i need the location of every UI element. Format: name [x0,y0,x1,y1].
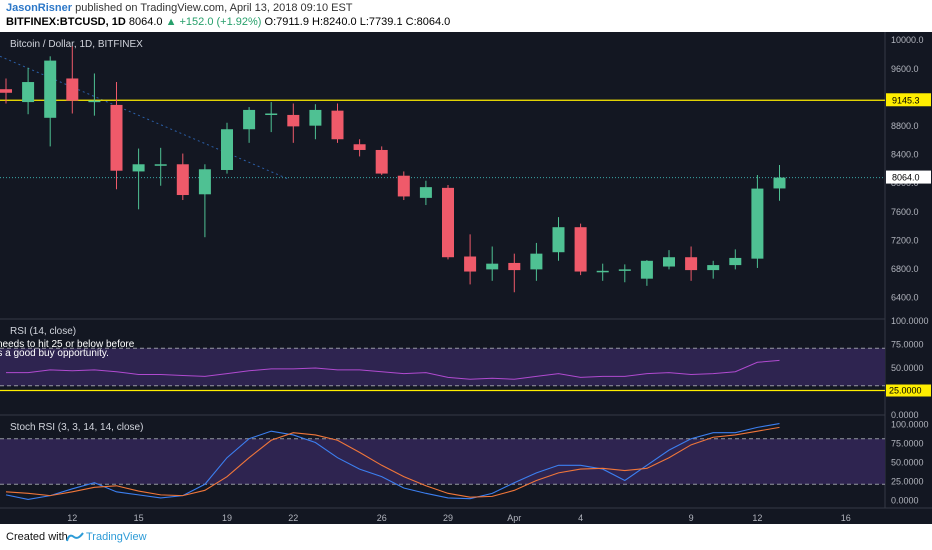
last-price: 8064.0 [128,16,163,28]
rsi-tick-label: 50.0000 [891,363,924,373]
symbol-label: BITFINEX:BTCUSD, 1D [6,16,126,28]
tradingview-brand[interactable]: TradingView [86,531,147,543]
last-price-badge [886,170,931,184]
candle-body [265,113,278,116]
candle-body [751,188,764,259]
candle-body [154,164,167,166]
candle-body [618,269,631,271]
footer: Created with TradingView [0,524,932,550]
price-axis-strip [885,32,932,524]
last-price-axis-label: 8064.0 [892,173,920,183]
price-tick-label: 10000.0 [891,35,924,45]
published-text: published on TradingView.com, April 13, … [75,2,353,14]
candle-body [309,109,322,126]
low-value: L:7739.1 [359,16,403,28]
candle-body [198,169,211,195]
candle-body [530,253,543,270]
rsi-line [6,359,780,380]
chart-header: JasonRisner published on TradingView.com… [0,0,932,32]
price-tick-label: 7200.0 [891,235,919,245]
open-value: O:7911.9 [264,16,309,28]
candle-body [0,89,12,93]
candle-body [464,256,477,272]
candle-body [508,262,521,271]
close-value: C:8064.0 [405,16,451,28]
created-with-text: Created with [6,531,68,543]
candle-body [110,104,123,171]
rsi-tick-label: 100.0000 [891,316,929,326]
rsi-pane-title: RSI (14, close) [10,326,76,337]
rsi-band [0,348,885,386]
candle-body [663,257,675,267]
rsi-level-label: 25.0000 [889,386,922,396]
resistance-price-label: 9145.3 [892,95,920,105]
candle-body [596,270,609,273]
stoch-pane-title: Stoch RSI (3, 3, 14, 14, close) [10,422,143,433]
candle-body [221,129,233,170]
time-tick-label: 12 [752,513,762,523]
time-tick-label: 29 [443,513,453,523]
rsi-tick-label: 75.0000 [891,340,924,350]
time-tick-label: 19 [222,513,232,523]
time-tick-label: 4 [578,513,583,523]
stoch-tick-label: 75.0000 [891,439,924,449]
candle-body [574,227,587,272]
rsi-annotation-line: it reaches a good buy opportunity. [0,348,109,359]
chart-canvas[interactable]: 10000.09600.09200.08800.08400.08000.0760… [0,32,932,524]
candle-body [44,60,57,118]
candle-body [729,257,742,266]
high-value: H:8240.0 [312,16,357,28]
time-tick-label: 16 [841,513,851,523]
price-tick-label: 8800.0 [891,121,919,131]
candle-body [22,82,35,103]
stoch-tick-label: 50.0000 [891,458,924,468]
candle-body [640,260,653,279]
change-value: ▲ +152.0 (+1.92%) [165,16,262,28]
candle-body [419,187,432,198]
candle-body [773,177,786,189]
time-tick-label: Apr [507,513,521,523]
candle-body [66,78,79,101]
candle-body [442,187,454,258]
ohlc-line: BITFINEX:BTCUSD, 1D 8064.0 ▲ +152.0 (+1.… [6,16,450,28]
rsi-tick-label: 0.0000 [891,410,919,420]
price-tick-label: 7600.0 [891,207,919,217]
time-tick-label: 15 [134,513,144,523]
time-tick-label: 12 [67,513,77,523]
candle-body [88,100,101,103]
candle-body [397,175,410,197]
author-name[interactable]: JasonRisner [6,2,73,14]
resistance-price-badge [886,93,931,107]
price-tick-label: 6800.0 [891,264,919,274]
stoch-band [0,438,885,485]
candle-body [331,110,344,140]
candle-body [243,109,256,130]
time-tick-label: 9 [689,513,694,523]
stoch-line [5,423,780,500]
candle-body [353,144,366,150]
rsi-annotation-line: needs to hit 25 or below before [0,339,135,350]
rsi-level-badge [886,384,931,397]
candle-body [287,114,300,127]
candle-body [707,265,720,271]
candle-body [176,164,189,196]
time-tick-label: 26 [377,513,387,523]
stoch-tick-label: 25.0000 [891,476,924,486]
candle-body [132,164,145,172]
candle-body [375,149,388,174]
tradingview-logo-icon [66,532,84,542]
candle-body [552,227,565,253]
candle-body [486,263,499,270]
price-pane-title: Bitcoin / Dollar, 1D, BITFINEX [10,39,143,50]
stoch-tick-label: 100.0000 [891,420,929,430]
price-tick-label: 9600.0 [891,64,919,74]
stoch-tick-label: 0.0000 [891,495,919,505]
price-tick-label: 6400.0 [891,293,919,303]
trend-line [0,55,290,180]
candle-body [685,257,698,271]
time-tick-label: 22 [288,513,298,523]
stoch-line [5,426,780,498]
price-tick-label: 8400.0 [891,150,919,160]
publish-line: JasonRisner published on TradingView.com… [6,2,353,14]
